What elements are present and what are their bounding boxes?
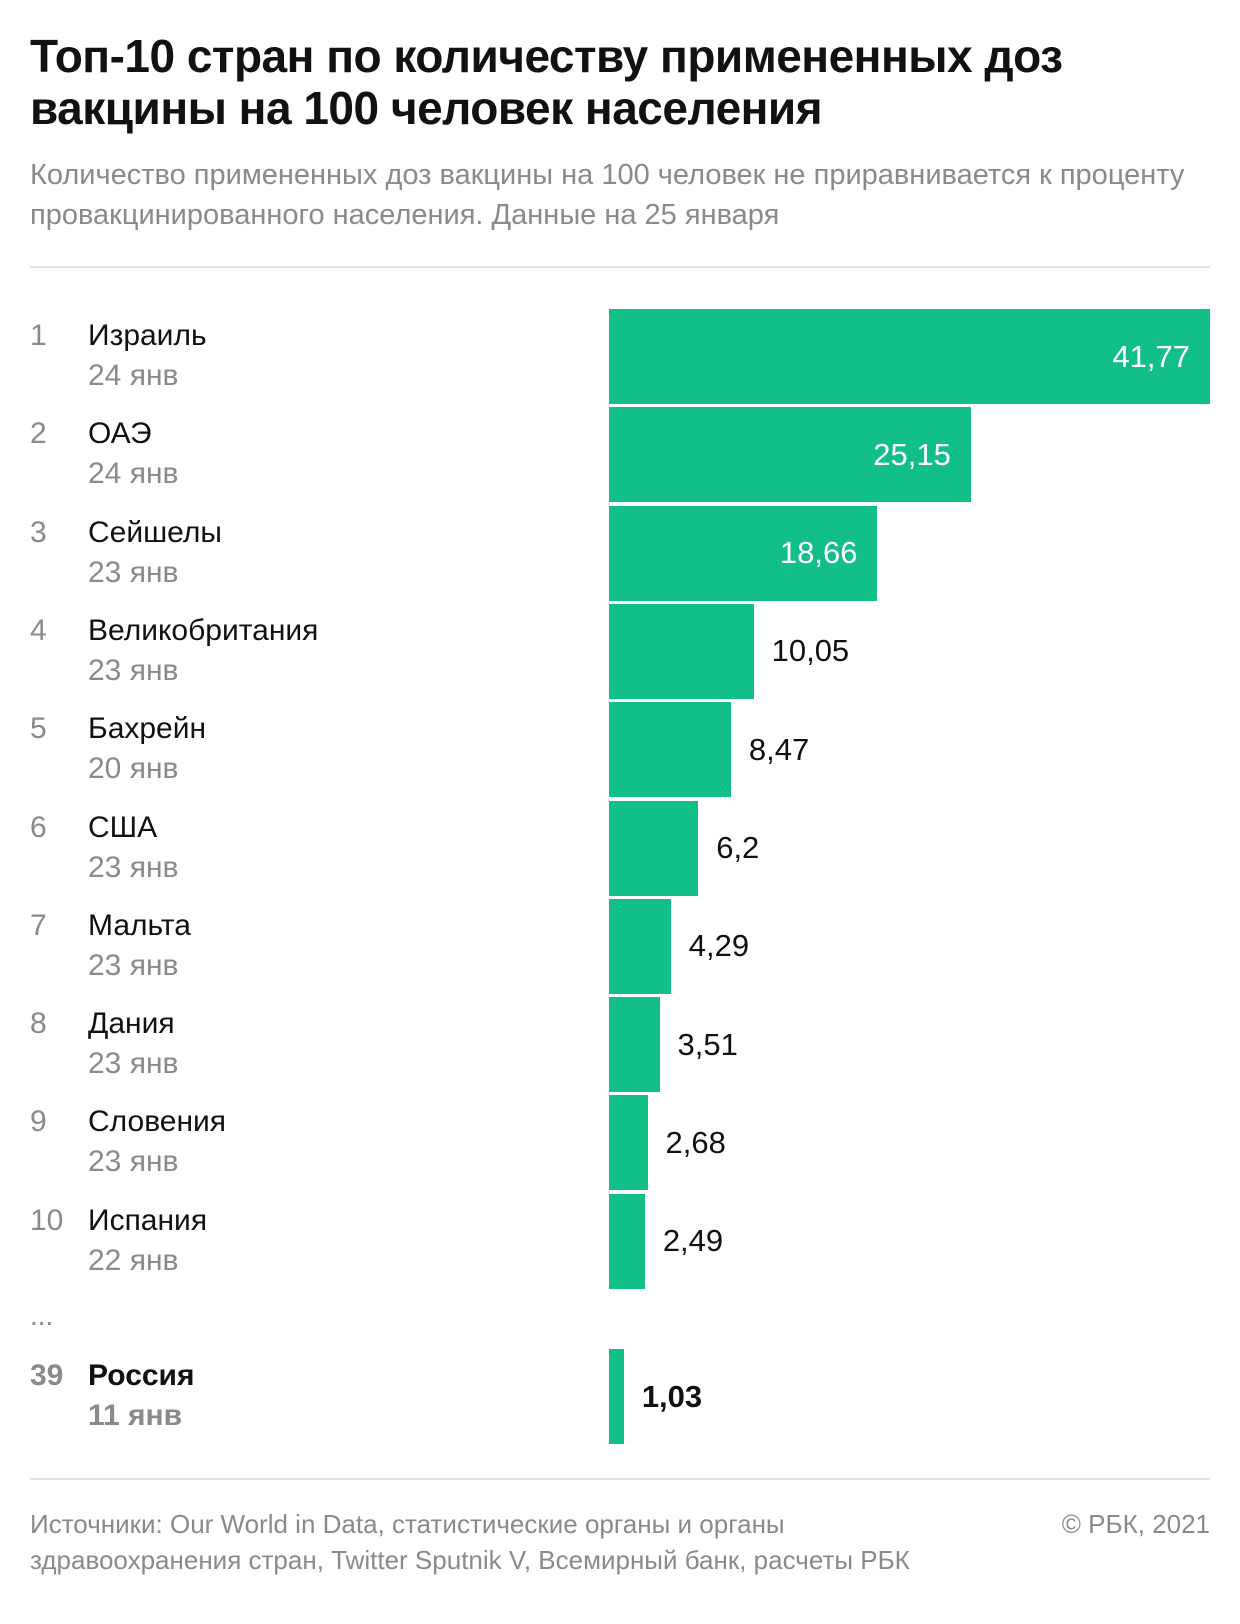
bar-value-label: 10,05: [771, 633, 850, 669]
row-rank: 6: [30, 810, 47, 844]
bar-value-label: 1,03: [641, 1378, 703, 1414]
row-country: ОАЭ: [88, 417, 152, 451]
row-rank: 39: [30, 1359, 64, 1392]
source-note: Источники: Our World in Data, статистиче…: [30, 1509, 910, 1575]
row-date: 23 янв: [88, 653, 179, 687]
row-country: Россия: [88, 1359, 195, 1392]
row-date: 23 янв: [88, 555, 179, 589]
row-date: 20 янв: [88, 752, 179, 786]
row-rank: 8: [30, 1007, 47, 1041]
row-rank: 1: [30, 319, 47, 352]
bottom-divider: [30, 1478, 1210, 1480]
ellipsis: ...: [30, 1300, 54, 1331]
bar-value-label: 18,66: [779, 535, 858, 571]
top-divider: [30, 266, 1210, 268]
row-date: 22 янв: [88, 1243, 179, 1277]
bar-value-label: 4,29: [688, 928, 750, 964]
row-rank: 10: [30, 1203, 64, 1237]
row-country: Великобритания: [88, 613, 319, 647]
row-rank: 3: [30, 515, 47, 549]
row-rank: 9: [30, 1105, 47, 1139]
bar-value-label: 8,47: [748, 731, 810, 767]
bar: [609, 898, 671, 994]
bar: [609, 1349, 624, 1444]
bar: [609, 997, 660, 1093]
row-rank: 2: [30, 417, 47, 451]
row-country: Бахрейн: [88, 712, 207, 746]
chart-title: Топ-10 стран по количеству примененных д…: [30, 30, 1063, 134]
bar-value-label: 41,77: [1112, 338, 1190, 374]
bar: [609, 309, 1210, 404]
bar-value-label: 25,15: [873, 436, 951, 472]
row-date: 24 янв: [88, 457, 179, 491]
row-country: Сейшелы: [88, 515, 222, 549]
row-country: Израиль: [88, 319, 207, 352]
bar-value-label: 6,2: [716, 830, 760, 865]
row-country: Дания: [88, 1007, 175, 1041]
row-rank: 5: [30, 712, 47, 746]
row-date: 23 янв: [88, 948, 179, 982]
bar: [609, 407, 971, 503]
row-country: США: [88, 810, 158, 844]
bar-value-label: 2,49: [662, 1223, 724, 1259]
row-country: Словения: [88, 1105, 227, 1139]
bar: [609, 603, 754, 699]
bar: [609, 505, 878, 601]
row-date: 23 янв: [88, 1047, 179, 1081]
bar: [609, 1193, 645, 1289]
row-country: Испания: [88, 1203, 208, 1237]
bar-value-label: 2,68: [665, 1124, 726, 1160]
copyright: © РБК, 2021: [1061, 1509, 1210, 1539]
row-date: 11 янв: [88, 1399, 183, 1432]
bar: [609, 800, 699, 896]
row-date: 24 янв: [88, 359, 179, 392]
bar: [609, 1095, 648, 1191]
bar-value-label: 3,51: [677, 1026, 738, 1062]
row-rank: 7: [30, 908, 47, 942]
row-country: Мальта: [88, 908, 191, 942]
bar: [609, 702, 731, 798]
row-date: 23 янв: [88, 1145, 179, 1179]
row-date: 23 янв: [88, 850, 179, 884]
row-rank: 4: [30, 613, 47, 647]
chart-subtitle: Количество примененных доз вакцины на 10…: [30, 159, 1185, 231]
